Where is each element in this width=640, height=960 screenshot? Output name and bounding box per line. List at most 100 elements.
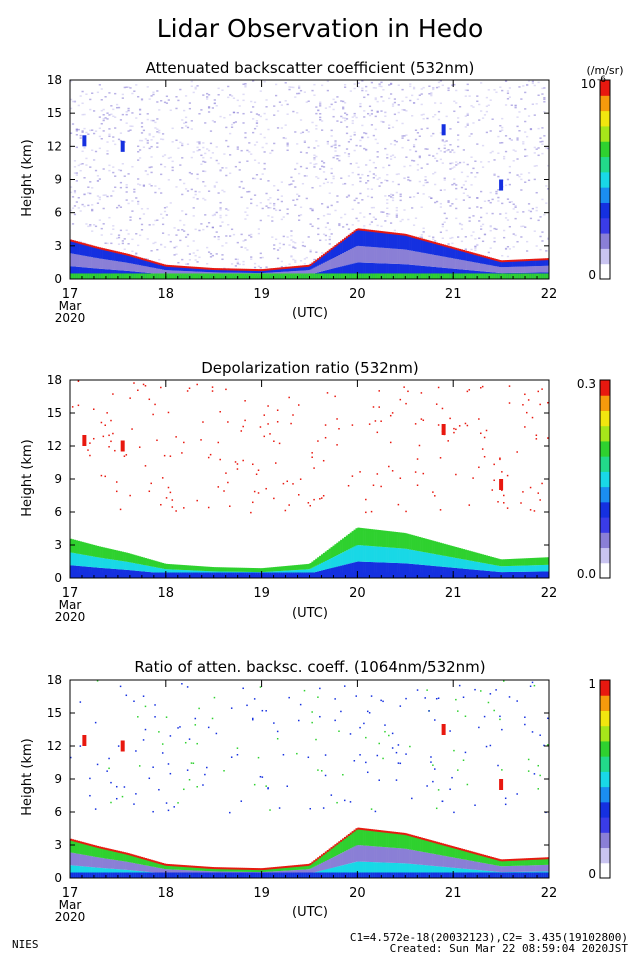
colorbar-segment [600,171,610,188]
colorbar-segment [600,756,610,772]
colorbar-segment [600,862,610,879]
x-date-sublabel: Mar [59,299,82,313]
colorbar-segment [600,425,610,442]
colorbar-segment [600,680,610,696]
colorbar-max-label: 0.3 [577,377,596,391]
x-tick-label: 22 [541,586,558,601]
y-tick-label: 12 [47,139,62,153]
colorbar-segment [600,410,610,427]
y-tick-label: 18 [47,73,62,87]
colorbar-min-label: 0 [588,268,596,282]
x-tick-label: 21 [445,886,462,901]
colorbar-segment [600,832,610,849]
colorbar-segment [600,187,610,203]
y-tick-label: 12 [47,439,62,453]
colorbar-max-exponent: -6 [597,75,606,85]
x-tick-label: 18 [158,586,175,601]
y-tick-label: 15 [47,106,62,120]
panel-backscatter: Attenuated backscatter coefficient (532n… [20,59,623,325]
x-tick-label: 22 [541,886,558,901]
x-date-sublabel: 2020 [55,910,86,924]
x-tick-label: 20 [349,586,366,601]
colorbar: 10 -6(/m/sr) 0 [581,64,624,282]
colorbar: 0.3 0.0 [577,377,611,581]
colorbar-segment [600,125,610,142]
y-tick-label: 12 [47,739,62,753]
colorbar-max-label: 1 [588,677,596,691]
colorbar-segment [600,456,610,472]
y-tick-label: 18 [47,673,62,687]
colorbar-segment [600,202,610,219]
panel-depolarization: Depolarization ratio (532nm) 0 3 6 9 12 15 18 1… [20,359,611,624]
x-tick-label: 19 [253,886,270,901]
x-tick-label: 21 [445,287,462,302]
colorbar-segment [600,710,610,727]
x-axis-label: (UTC) [292,606,328,621]
x-tick-label: 19 [253,586,270,601]
y-axis-label: Height (km) [20,439,35,516]
y-tick-label: 15 [47,706,62,720]
colorbar-frame [599,679,611,879]
y-tick-label: 3 [54,838,62,852]
x-tick-label: 21 [445,586,462,601]
colorbar-segment [600,562,610,579]
x-tick-label: 20 [349,886,366,901]
colorbar-segment [600,801,610,818]
colorbar-segment [600,695,610,711]
colorbar-segment [600,771,610,788]
colorbar-min-label: 0 [588,867,596,881]
x-axis-label: (UTC) [292,306,328,321]
colorbar-unit: (/m/sr) [587,64,624,77]
y-tick-label: 6 [54,505,62,519]
y-tick-label: 9 [54,173,62,187]
page-title: Lidar Observation in Hedo [157,14,484,43]
heatmap-field [70,80,549,279]
y-tick-label: 3 [54,538,62,552]
colorbar-segment [600,501,610,518]
x-tick-label: 17 [62,586,79,601]
colorbar-segment [600,725,610,742]
panel-title: Depolarization ratio (532nm) [201,359,419,377]
panel-title: Ratio of atten. backsc. coeff. (1064nm/5… [134,658,485,676]
footer-calibration: C1=4.572e-18(20032123),C2= 3.435(1910280… [350,931,628,944]
colorbar-segment [600,110,610,127]
colorbar-frame [599,379,611,579]
x-tick-label: 18 [158,287,175,302]
colorbar-segment [600,95,610,112]
x-tick-label: 20 [349,287,366,302]
y-tick-label: 0 [54,571,62,585]
y-tick-label: 18 [47,373,62,387]
footer-created: Created: Sun Mar 22 08:59:04 2020JST [390,942,629,955]
y-tick-label: 0 [54,871,62,885]
colorbar-segment [600,486,610,503]
colorbar-segment [600,217,610,234]
x-tick-label: 22 [541,287,558,302]
y-tick-label: 3 [54,239,62,253]
heatmap-field [70,680,549,878]
x-tick-label: 17 [62,287,79,302]
x-date-sublabel: Mar [59,598,82,612]
y-tick-label: 6 [54,206,62,220]
colorbar-segment [600,141,610,158]
x-tick-label: 18 [158,886,175,901]
x-tick-label: 19 [253,287,270,302]
colorbar-segment [600,233,610,249]
colorbar-segment [600,471,610,488]
y-tick-label: 6 [54,805,62,819]
colorbar-segment [600,517,610,533]
x-date-sublabel: 2020 [55,311,86,325]
colorbar-segment [600,547,610,564]
x-axis-label: (UTC) [292,905,328,920]
x-tick-label: 17 [62,886,79,901]
panel-color-ratio: Ratio of atten. backsc. coeff. (1064nm/5… [20,658,611,924]
colorbar-frame [599,79,611,280]
colorbar-segment [600,380,610,396]
colorbar-segment [600,156,610,173]
colorbar-segment [600,847,610,864]
colorbar-segment [600,80,610,96]
colorbar-segment [600,817,610,833]
panel-title: Attenuated backscatter coefficient (532n… [146,59,475,77]
y-tick-label: 15 [47,406,62,420]
